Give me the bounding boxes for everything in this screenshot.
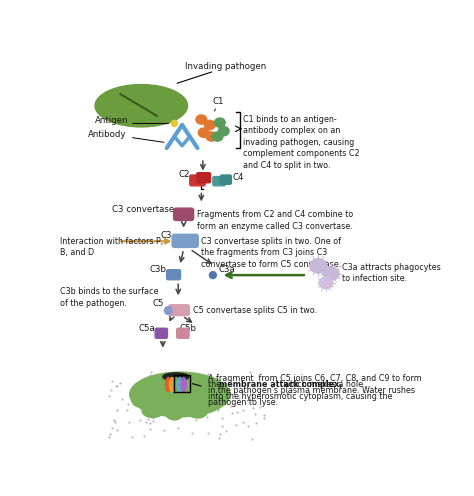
Text: C1 binds to an antigen-
antibody complex on an
invading pathogen, causing
comple: C1 binds to an antigen- antibody complex… <box>243 115 360 170</box>
Ellipse shape <box>169 377 175 391</box>
Text: C5: C5 <box>153 299 164 308</box>
Ellipse shape <box>204 121 215 129</box>
Ellipse shape <box>177 377 182 391</box>
Text: pathogen to lyse.: pathogen to lyse. <box>208 398 278 407</box>
Ellipse shape <box>164 307 172 314</box>
Ellipse shape <box>219 126 229 136</box>
Ellipse shape <box>166 408 183 420</box>
Text: which makes a hole: which makes a hole <box>281 380 363 389</box>
Ellipse shape <box>163 373 189 380</box>
Text: into the hyperosmotic cytoplasm, causing the: into the hyperosmotic cytoplasm, causing… <box>208 392 393 401</box>
Text: A fragment  from C5 joins C6, C7, C8, and C9 to form: A fragment from C5 joins C6, C7, C8, and… <box>208 373 422 383</box>
Ellipse shape <box>212 132 223 141</box>
Ellipse shape <box>214 118 225 127</box>
Text: in the pathogen's plasma membrane. Water rushes: in the pathogen's plasma membrane. Water… <box>208 386 415 395</box>
Ellipse shape <box>181 377 186 391</box>
Ellipse shape <box>210 272 216 279</box>
FancyBboxPatch shape <box>155 328 167 338</box>
FancyBboxPatch shape <box>169 305 190 315</box>
Text: C3b: C3b <box>150 265 167 274</box>
Text: C3 convertase splits in two. One of
the fragments from C3 joins C3
convertase to: C3 convertase splits in two. One of the … <box>201 237 341 268</box>
Text: C3a attracts phagocytes
to infection site.: C3a attracts phagocytes to infection sit… <box>342 263 441 283</box>
FancyBboxPatch shape <box>172 234 198 248</box>
Text: C3: C3 <box>161 231 172 240</box>
Text: C2: C2 <box>178 170 190 179</box>
Text: the: the <box>208 380 224 389</box>
Ellipse shape <box>206 132 217 141</box>
Ellipse shape <box>310 259 327 273</box>
Ellipse shape <box>165 377 171 391</box>
Text: membrane attack complex,: membrane attack complex, <box>219 380 342 389</box>
Text: Antigen: Antigen <box>95 117 128 125</box>
Ellipse shape <box>324 267 339 280</box>
Ellipse shape <box>171 121 177 126</box>
Text: C3 convertase: C3 convertase <box>112 205 174 214</box>
Text: C1: C1 <box>212 97 224 106</box>
Text: C5b: C5b <box>180 323 197 332</box>
Ellipse shape <box>142 404 164 418</box>
FancyBboxPatch shape <box>220 175 231 184</box>
Text: C3a: C3a <box>219 265 235 274</box>
Text: C3b binds to the surface
of the pathogen.: C3b binds to the surface of the pathogen… <box>61 288 159 308</box>
Ellipse shape <box>173 377 179 391</box>
Text: Interaction with factors P,
B, and D: Interaction with factors P, B, and D <box>61 237 164 257</box>
FancyBboxPatch shape <box>173 208 194 220</box>
Text: Invading pathogen: Invading pathogen <box>185 62 266 71</box>
Ellipse shape <box>319 277 333 289</box>
Text: Antibody: Antibody <box>88 129 127 138</box>
Ellipse shape <box>198 128 209 137</box>
Text: Fragments from C2 and C4 combine to
form an enzyme called C3 convertase.: Fragments from C2 and C4 combine to form… <box>197 210 353 231</box>
Text: C5 convertase splits C5 in two.: C5 convertase splits C5 in two. <box>193 306 317 315</box>
Ellipse shape <box>130 372 230 417</box>
Ellipse shape <box>188 405 208 418</box>
Text: C4: C4 <box>233 174 245 183</box>
FancyBboxPatch shape <box>197 173 210 183</box>
Ellipse shape <box>95 84 188 127</box>
FancyBboxPatch shape <box>167 270 181 280</box>
Text: C5a: C5a <box>138 323 155 332</box>
Ellipse shape <box>132 394 147 407</box>
FancyBboxPatch shape <box>213 177 225 186</box>
FancyBboxPatch shape <box>190 175 205 186</box>
Ellipse shape <box>196 115 207 124</box>
FancyBboxPatch shape <box>177 328 189 338</box>
